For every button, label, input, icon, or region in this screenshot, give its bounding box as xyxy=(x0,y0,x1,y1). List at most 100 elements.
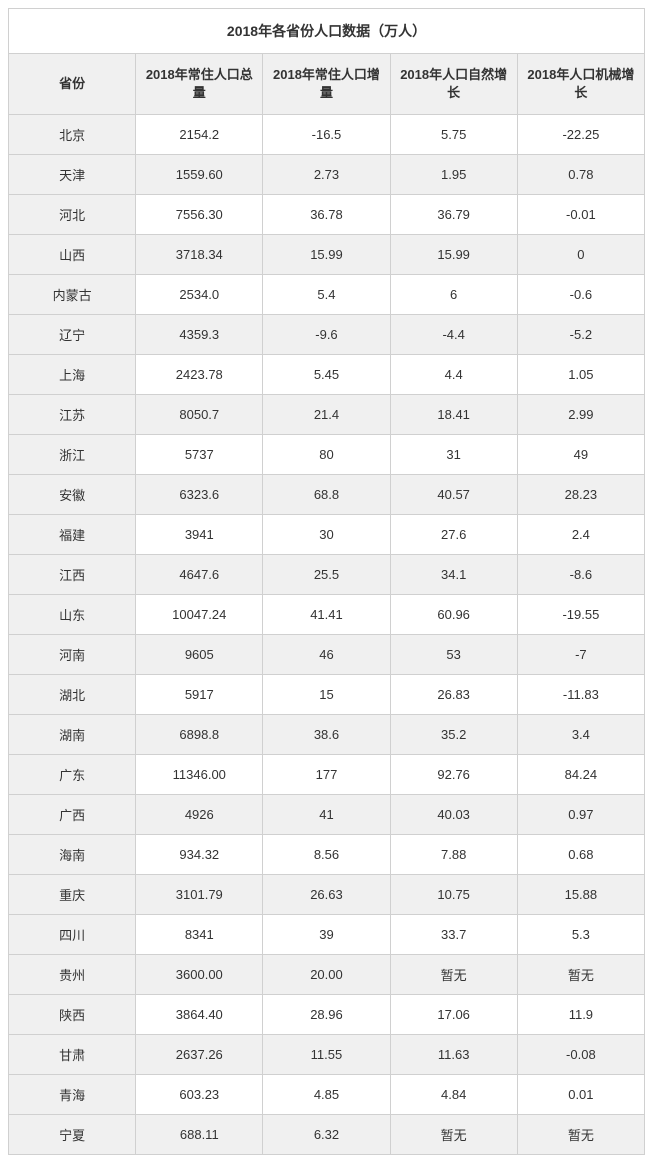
data-cell: 2.73 xyxy=(263,155,390,195)
table-row: 安徽6323.668.840.5728.23 xyxy=(9,475,645,515)
data-cell: 34.1 xyxy=(390,555,517,595)
data-cell: 6898.8 xyxy=(136,715,263,755)
data-cell: 15.88 xyxy=(517,875,644,915)
data-cell: -8.6 xyxy=(517,555,644,595)
province-cell: 贵州 xyxy=(9,955,136,995)
data-cell: 46 xyxy=(263,635,390,675)
data-cell: 6323.6 xyxy=(136,475,263,515)
data-cell: 4359.3 xyxy=(136,315,263,355)
data-cell: 0.68 xyxy=(517,835,644,875)
table-row: 青海603.234.854.840.01 xyxy=(9,1075,645,1115)
table-row: 山西3718.3415.9915.990 xyxy=(9,235,645,275)
data-cell: 603.23 xyxy=(136,1075,263,1115)
table-row: 贵州3600.0020.00暂无暂无 xyxy=(9,955,645,995)
data-cell: 2534.0 xyxy=(136,275,263,315)
data-cell: 2154.2 xyxy=(136,115,263,155)
data-cell: 7.88 xyxy=(390,835,517,875)
province-cell: 福建 xyxy=(9,515,136,555)
province-cell: 广东 xyxy=(9,755,136,795)
data-cell: 5.75 xyxy=(390,115,517,155)
data-cell: -22.25 xyxy=(517,115,644,155)
data-cell: 4.84 xyxy=(390,1075,517,1115)
data-cell: 36.79 xyxy=(390,195,517,235)
data-cell: 6 xyxy=(390,275,517,315)
data-cell: 30 xyxy=(263,515,390,555)
data-cell: 41 xyxy=(263,795,390,835)
data-cell: 4.4 xyxy=(390,355,517,395)
data-cell: 9605 xyxy=(136,635,263,675)
data-cell: 80 xyxy=(263,435,390,475)
data-cell: 2.99 xyxy=(517,395,644,435)
province-cell: 北京 xyxy=(9,115,136,155)
data-cell: 26.83 xyxy=(390,675,517,715)
data-cell: 934.32 xyxy=(136,835,263,875)
data-cell: 20.00 xyxy=(263,955,390,995)
data-cell: 33.7 xyxy=(390,915,517,955)
table-row: 福建39413027.62.4 xyxy=(9,515,645,555)
table-row: 辽宁4359.3-9.6-4.4-5.2 xyxy=(9,315,645,355)
data-cell: 暂无 xyxy=(517,955,644,995)
data-cell: 40.57 xyxy=(390,475,517,515)
table-title: 2018年各省份人口数据（万人） xyxy=(9,9,645,54)
province-cell: 内蒙古 xyxy=(9,275,136,315)
table-row: 宁夏688.116.32暂无暂无 xyxy=(9,1115,645,1155)
table-row: 内蒙古2534.05.46-0.6 xyxy=(9,275,645,315)
col-header-mechanical: 2018年人口机械增长 xyxy=(517,54,644,115)
data-cell: 3600.00 xyxy=(136,955,263,995)
data-cell: 5917 xyxy=(136,675,263,715)
province-cell: 天津 xyxy=(9,155,136,195)
table-row: 四川83413933.75.3 xyxy=(9,915,645,955)
table-row: 浙江5737803149 xyxy=(9,435,645,475)
data-cell: 26.63 xyxy=(263,875,390,915)
province-cell: 重庆 xyxy=(9,875,136,915)
data-cell: 0 xyxy=(517,235,644,275)
data-cell: 17.06 xyxy=(390,995,517,1035)
province-cell: 辽宁 xyxy=(9,315,136,355)
province-cell: 青海 xyxy=(9,1075,136,1115)
data-cell: 688.11 xyxy=(136,1115,263,1155)
data-cell: 15 xyxy=(263,675,390,715)
data-cell: 21.4 xyxy=(263,395,390,435)
table-row: 山东10047.2441.4160.96-19.55 xyxy=(9,595,645,635)
data-cell: 15.99 xyxy=(390,235,517,275)
table-row: 上海2423.785.454.41.05 xyxy=(9,355,645,395)
data-cell: 177 xyxy=(263,755,390,795)
data-cell: 28.23 xyxy=(517,475,644,515)
province-cell: 江苏 xyxy=(9,395,136,435)
table-row: 北京2154.2-16.55.75-22.25 xyxy=(9,115,645,155)
data-cell: 8050.7 xyxy=(136,395,263,435)
table-row: 河南96054653-7 xyxy=(9,635,645,675)
data-cell: 10.75 xyxy=(390,875,517,915)
data-cell: -4.4 xyxy=(390,315,517,355)
data-cell: -5.2 xyxy=(517,315,644,355)
data-cell: -0.01 xyxy=(517,195,644,235)
province-cell: 安徽 xyxy=(9,475,136,515)
data-cell: 1.05 xyxy=(517,355,644,395)
data-cell: -11.83 xyxy=(517,675,644,715)
data-cell: 68.8 xyxy=(263,475,390,515)
data-cell: 2423.78 xyxy=(136,355,263,395)
province-cell: 湖北 xyxy=(9,675,136,715)
data-cell: 2637.26 xyxy=(136,1035,263,1075)
province-cell: 陕西 xyxy=(9,995,136,1035)
table-row: 海南934.328.567.880.68 xyxy=(9,835,645,875)
data-cell: 3941 xyxy=(136,515,263,555)
col-header-natural: 2018年人口自然增长 xyxy=(390,54,517,115)
data-cell: 41.41 xyxy=(263,595,390,635)
data-cell: 2.4 xyxy=(517,515,644,555)
data-cell: 18.41 xyxy=(390,395,517,435)
data-cell: 6.32 xyxy=(263,1115,390,1155)
col-header-increment: 2018年常住人口增量 xyxy=(263,54,390,115)
data-cell: 4926 xyxy=(136,795,263,835)
data-cell: 3101.79 xyxy=(136,875,263,915)
data-cell: 25.5 xyxy=(263,555,390,595)
data-cell: 1559.60 xyxy=(136,155,263,195)
data-cell: 60.96 xyxy=(390,595,517,635)
province-cell: 山西 xyxy=(9,235,136,275)
data-cell: 27.6 xyxy=(390,515,517,555)
table-row: 陕西3864.4028.9617.0611.9 xyxy=(9,995,645,1035)
data-cell: 92.76 xyxy=(390,755,517,795)
table-row: 河北7556.3036.7836.79-0.01 xyxy=(9,195,645,235)
table-row: 湖北59171526.83-11.83 xyxy=(9,675,645,715)
data-cell: 35.2 xyxy=(390,715,517,755)
